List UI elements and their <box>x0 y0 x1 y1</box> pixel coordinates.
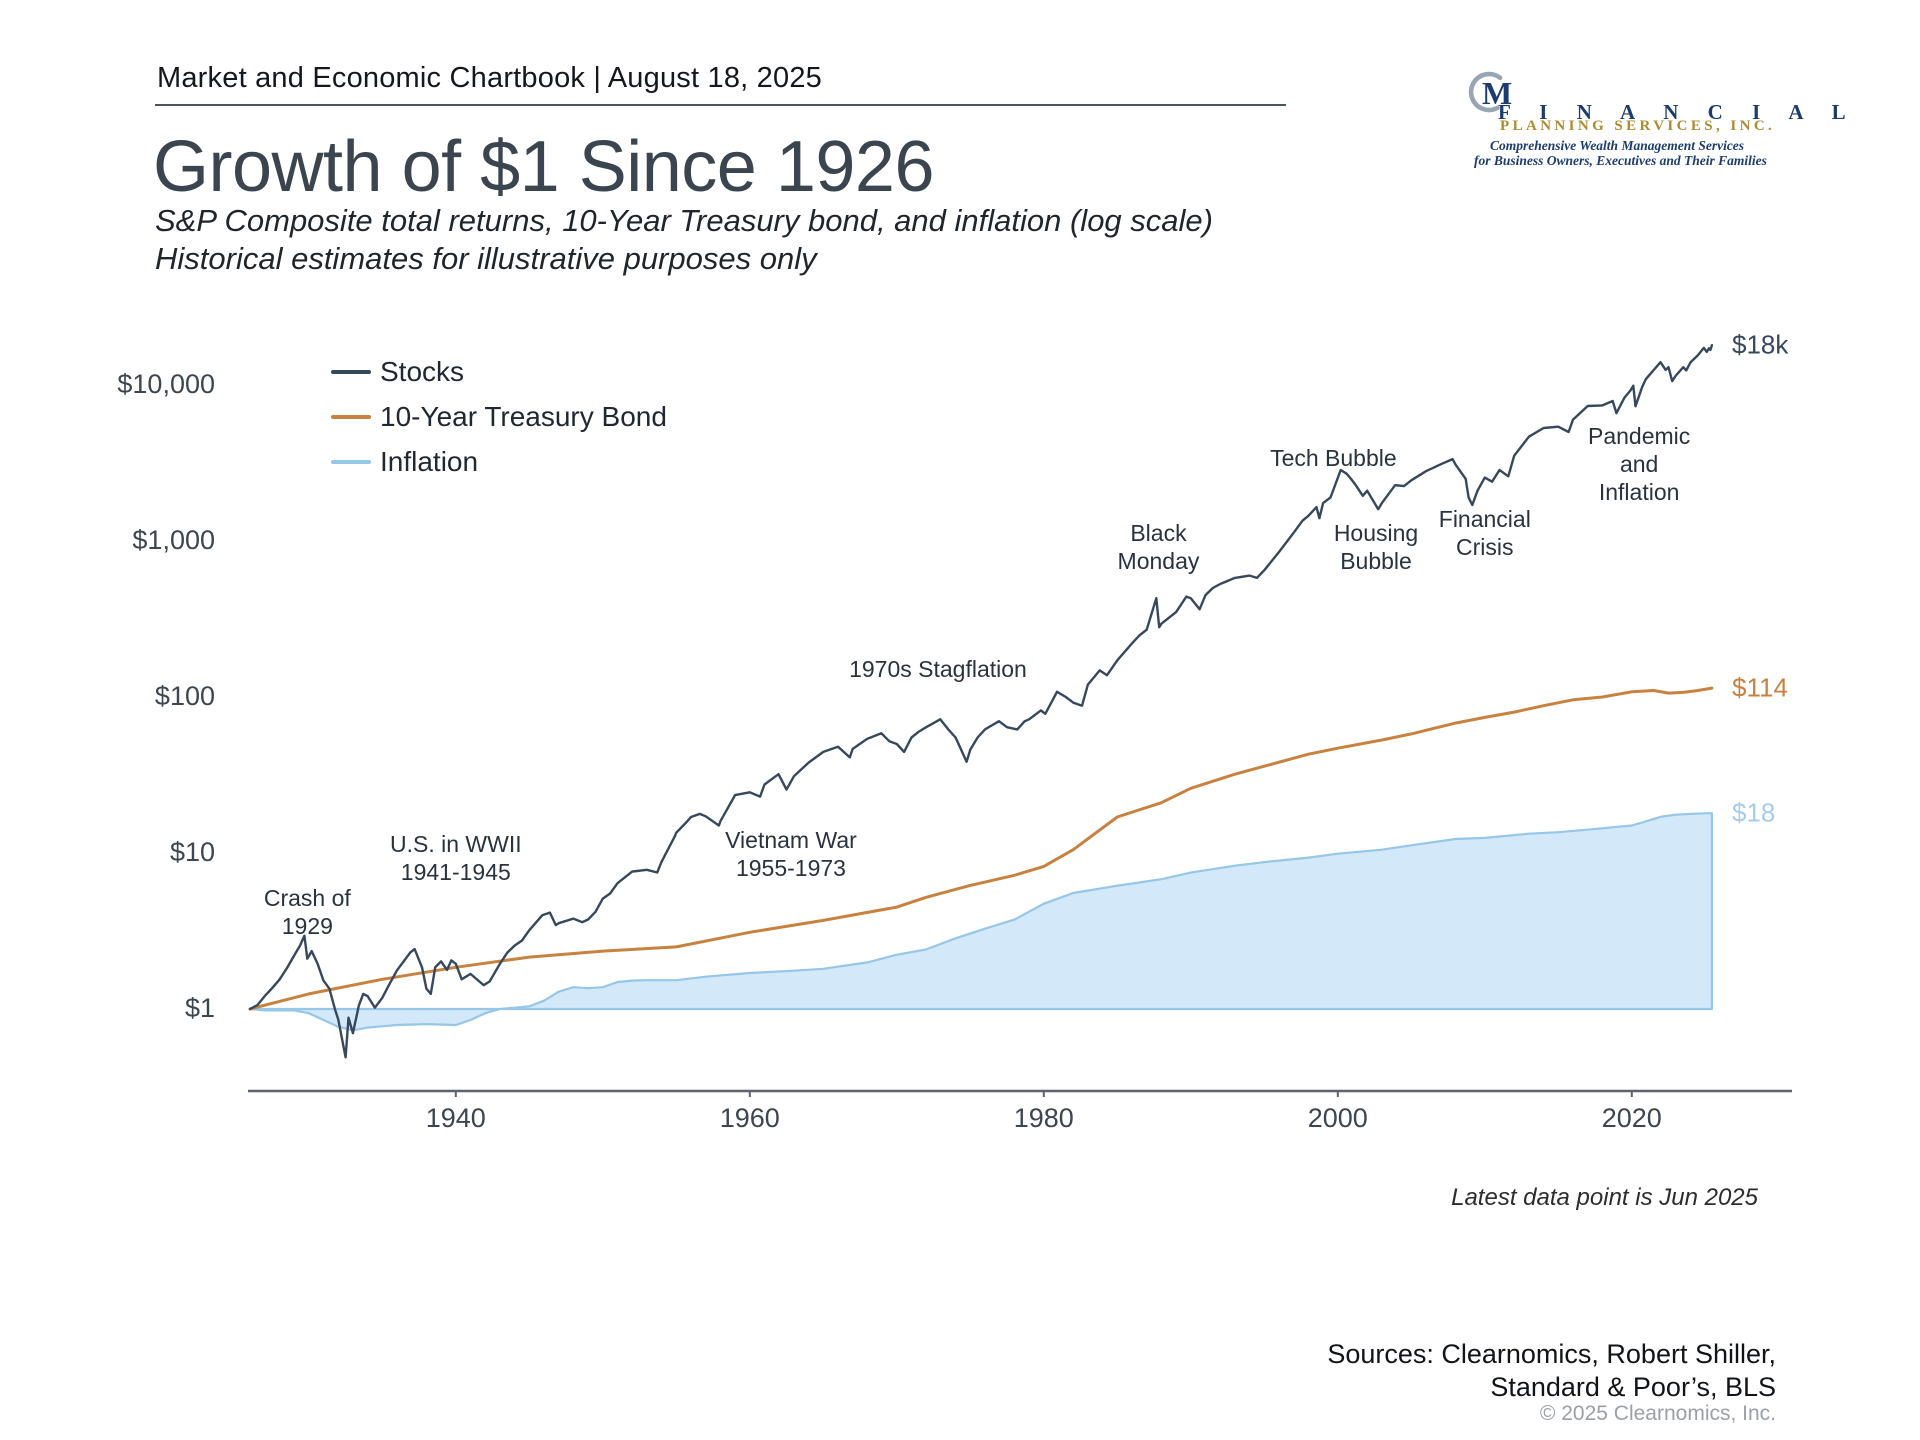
legend-item: Stocks <box>331 349 667 394</box>
y-axis-label: $10,000 <box>117 369 215 399</box>
legend-swatch-icon <box>331 369 371 374</box>
header-rule <box>155 104 1286 106</box>
legend-item: 10-Year Treasury Bond <box>331 394 667 439</box>
annotation-line: U.S. in WWII <box>389 830 522 857</box>
x-axis-label: 2020 <box>1601 1103 1662 1133</box>
annotation-line: Crisis <box>1456 533 1514 560</box>
chart-annotation: U.S. in WWII 1941-1945 <box>390 830 522 886</box>
logo-tagline-1: Comprehensive Wealth Management Services <box>1489 138 1745 153</box>
x-axis-label: 2000 <box>1307 1103 1368 1133</box>
chart-subtitle-line1: S&P Composite total returns, 10-Year Tre… <box>155 203 1213 238</box>
inflation-area <box>248 812 1713 1032</box>
legend-label: Stocks <box>380 355 465 387</box>
series-end-value: $18 <box>1732 797 1776 828</box>
chart-annotation: 1970s Stagflation <box>849 655 1027 683</box>
logo-line-planning: PLANNING SERVICES, INC. <box>1500 118 1776 134</box>
series-end-value: $114 <box>1732 672 1788 703</box>
chart-annotation: Crash of 1929 <box>264 884 351 940</box>
x-axis-label: 1960 <box>719 1103 780 1133</box>
copyright-text: © 2025 Clearnomics, Inc. <box>1539 1402 1776 1425</box>
y-axis-label: $1 <box>184 993 215 1023</box>
svg-text:M: M <box>1482 75 1512 111</box>
annotation-line: Inflation <box>1598 479 1680 506</box>
y-axis-label: $100 <box>154 681 215 711</box>
m-monogram-icon: M <box>1468 71 1512 113</box>
logo-tagline-2: for Business Owners, Executives and Thei… <box>1474 153 1767 168</box>
annotation-line: Bubble <box>1340 547 1412 574</box>
y-axis-label: $1,000 <box>132 525 215 555</box>
latest-data-note: Latest data point is Jun 2025 <box>1451 1184 1758 1211</box>
annotation-line: Crash of <box>263 884 351 911</box>
annotation-line: Monday <box>1117 547 1200 574</box>
treasury-line <box>248 686 1714 1011</box>
annotation-line: 1929 <box>281 912 333 939</box>
x-axis-label: 1940 <box>425 1103 486 1133</box>
annotation-line: 1941-1945 <box>400 858 511 885</box>
report-kicker: Market and Economic Chartbook | August 1… <box>157 62 822 94</box>
annotation-line: Tech Bubble <box>1270 445 1397 472</box>
legend-swatch-icon <box>331 459 371 464</box>
chart-annotation: Black Monday <box>1118 519 1200 575</box>
chart-annotation: Housing Bubble <box>1334 519 1418 575</box>
chart-annotation: Financial Crisis <box>1439 505 1531 561</box>
series-end-value: $18k <box>1732 329 1789 360</box>
x-axis-label: 1980 <box>1013 1103 1074 1133</box>
annotation-line: Financial <box>1438 505 1531 532</box>
annotation-line: Pandemic <box>1588 423 1691 450</box>
legend-item: Inflation <box>331 439 667 484</box>
annotation-line: Housing <box>1333 519 1419 546</box>
chart-subtitle-line2: Historical estimates for illustrative pu… <box>155 241 817 276</box>
annotation-line: 1970s Stagflation <box>849 656 1027 683</box>
legend-swatch-icon <box>331 414 371 419</box>
annotation-line: Black <box>1130 519 1187 546</box>
sources-text: Sources: Clearnomics, Robert Shiller, St… <box>1327 1338 1776 1404</box>
chart-annotation: Vietnam War 1955-1973 <box>725 826 857 882</box>
legend-label: Inflation <box>380 445 479 477</box>
page-title: Growth of $1 Since 1926 <box>153 127 935 207</box>
chart-annotation: Pandemic and Inflation <box>1588 422 1690 506</box>
annotation-line: and <box>1619 451 1659 478</box>
annotation-line: Vietnam War <box>725 826 857 853</box>
chart-annotation: Tech Bubble <box>1270 444 1397 472</box>
stocks-line <box>248 344 1714 1059</box>
sources-line2: Standard & Poor’s, BLS <box>1490 1372 1776 1402</box>
annotation-line: 1955-1973 <box>735 854 846 881</box>
chart-legend: Stocks 10-Year Treasury Bond Inflation <box>331 349 667 484</box>
legend-label: 10-Year Treasury Bond <box>380 400 667 432</box>
y-axis-label: $10 <box>169 837 215 867</box>
sources-line1: Sources: Clearnomics, Robert Shiller, <box>1327 1339 1776 1369</box>
